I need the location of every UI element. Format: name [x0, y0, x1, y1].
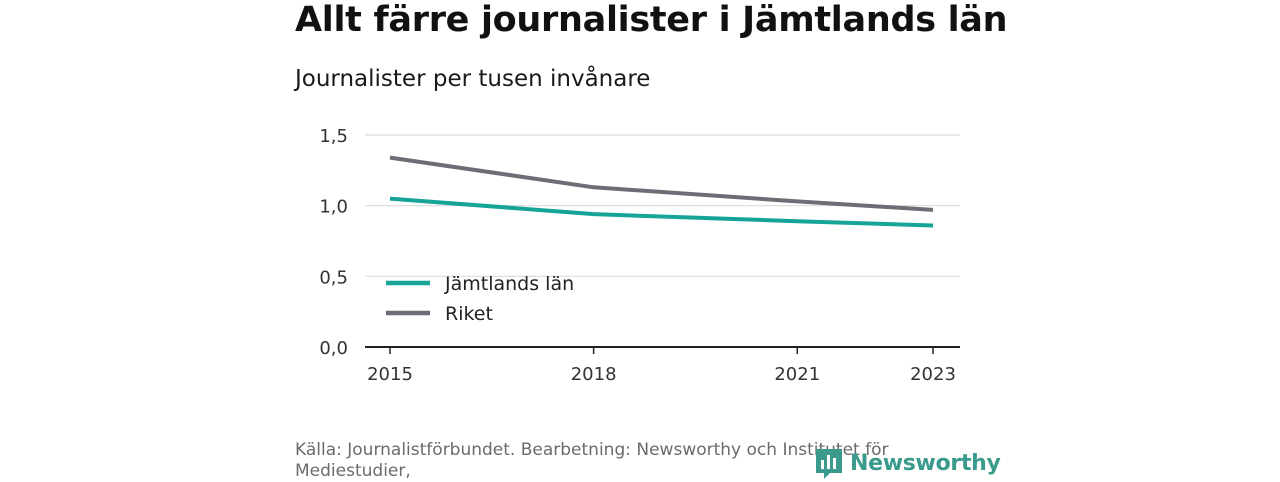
source-note: Källa: Journalistförbundet. Bearbetning:…: [295, 440, 889, 481]
newsworthy-logo-icon: [816, 449, 842, 479]
y-tick-label: 1,5: [319, 126, 348, 147]
axes: 0,0 0,5 1,0 1,5 2015 2018 2021 2023: [319, 126, 960, 385]
series-line-jämtlands-län: [389, 196, 934, 228]
newsworthy-logo[interactable]: Newsworthy: [814, 446, 1001, 480]
series-line-riket: [389, 155, 934, 212]
x-tick-label: 2018: [571, 364, 617, 385]
line-chart: 0,0 0,5 1,0 1,5 2015 2018 2021 2023 Jämtlands l…: [319, 126, 960, 385]
logo-text: Newsworthy: [850, 450, 1001, 476]
x-tick-label: 2023: [910, 364, 956, 385]
legend-label: Riket: [445, 303, 493, 325]
series-lines: [389, 155, 934, 228]
y-tick-label: 0,5: [319, 267, 348, 288]
chart-subtitle: Journalister per tusen invånare: [295, 66, 651, 92]
chart-title: Allt färre journalister i Jämtlands län: [295, 0, 1008, 40]
y-tick-label: 0,0: [319, 338, 348, 359]
y-tick-label: 1,0: [319, 197, 348, 218]
x-tick-label: 2015: [367, 364, 413, 385]
x-tick-label: 2021: [774, 364, 820, 385]
legend-label: Jämtlands län: [444, 273, 574, 295]
legend: Jämtlands län Riket: [386, 273, 574, 325]
